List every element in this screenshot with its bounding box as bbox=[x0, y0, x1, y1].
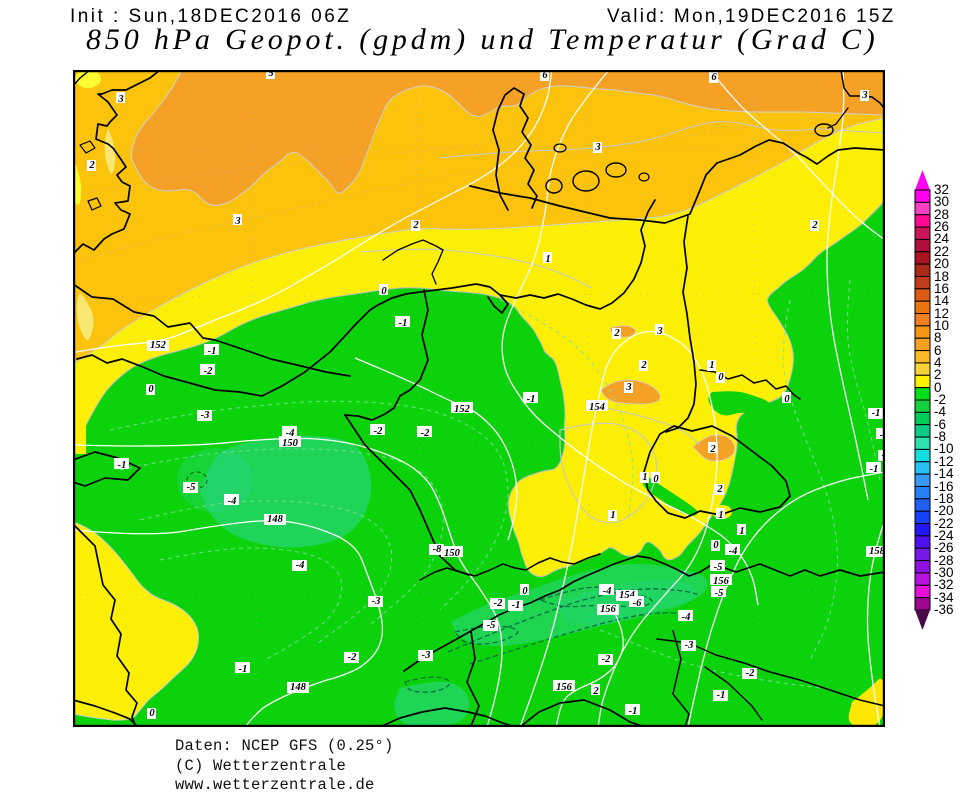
svg-text:-4: -4 bbox=[286, 428, 295, 439]
svg-text:1: 1 bbox=[642, 472, 647, 483]
svg-text:-1: -1 bbox=[872, 408, 881, 419]
svg-text:-4: -4 bbox=[228, 496, 237, 507]
svg-text:6: 6 bbox=[711, 72, 717, 83]
svg-text:6: 6 bbox=[542, 70, 548, 81]
svg-text:-1: -1 bbox=[399, 318, 408, 329]
svg-text:0: 0 bbox=[784, 394, 790, 405]
svg-text:-6: -6 bbox=[633, 598, 642, 609]
svg-text:158: 158 bbox=[869, 546, 885, 557]
svg-text:0: 0 bbox=[149, 708, 155, 719]
svg-text:1: 1 bbox=[709, 360, 714, 371]
svg-text:-1: -1 bbox=[118, 460, 127, 471]
svg-text:3: 3 bbox=[625, 382, 631, 393]
svg-text:-2: -2 bbox=[421, 428, 430, 439]
svg-text:-4: -4 bbox=[296, 560, 305, 571]
svg-text:-1: -1 bbox=[870, 464, 879, 475]
svg-text:-1: -1 bbox=[629, 706, 638, 717]
svg-text:156: 156 bbox=[600, 604, 617, 615]
svg-text:-2: -2 bbox=[374, 426, 383, 437]
svg-text:-5: -5 bbox=[714, 562, 723, 573]
svg-text:-3: -3 bbox=[372, 596, 381, 607]
svg-text:-4: -4 bbox=[729, 546, 738, 557]
svg-text:3: 3 bbox=[861, 90, 867, 101]
svg-text:-2: -2 bbox=[602, 654, 611, 665]
svg-text:-5: -5 bbox=[187, 482, 196, 493]
svg-text:3: 3 bbox=[117, 94, 123, 105]
svg-text:2: 2 bbox=[412, 220, 419, 231]
svg-text:150: 150 bbox=[282, 438, 299, 449]
svg-text:0: 0 bbox=[381, 286, 387, 297]
svg-text:-1: -1 bbox=[208, 346, 217, 357]
svg-text:156: 156 bbox=[713, 576, 730, 587]
svg-text:-1: -1 bbox=[527, 394, 536, 405]
svg-text:154: 154 bbox=[619, 590, 635, 601]
svg-text:-3: -3 bbox=[201, 410, 210, 421]
svg-text:-2: -2 bbox=[348, 652, 357, 663]
svg-text:0: 0 bbox=[522, 586, 528, 597]
svg-text:3: 3 bbox=[656, 326, 662, 337]
svg-text:2: 2 bbox=[88, 160, 95, 171]
svg-text:2: 2 bbox=[709, 444, 716, 455]
svg-text:0: 0 bbox=[718, 372, 724, 383]
svg-text:148: 148 bbox=[267, 514, 284, 525]
svg-text:2: 2 bbox=[640, 360, 647, 371]
svg-text:2: 2 bbox=[716, 484, 723, 495]
svg-text:-2: -2 bbox=[494, 598, 503, 609]
svg-text:-4: -4 bbox=[682, 612, 691, 623]
svg-text:1: 1 bbox=[545, 254, 550, 265]
svg-text:1: 1 bbox=[610, 510, 615, 521]
svg-text:1: 1 bbox=[718, 510, 723, 521]
svg-text:0: 0 bbox=[653, 474, 659, 485]
svg-text:152: 152 bbox=[150, 340, 167, 351]
svg-text:2: 2 bbox=[811, 220, 818, 231]
svg-text:148: 148 bbox=[290, 682, 307, 693]
svg-text:0: 0 bbox=[713, 540, 719, 551]
svg-text:-5: -5 bbox=[715, 588, 724, 599]
svg-text:-1: -1 bbox=[717, 690, 726, 701]
svg-text:-3: -3 bbox=[422, 650, 431, 661]
svg-text:1: 1 bbox=[739, 526, 744, 537]
svg-text:-3: -3 bbox=[685, 640, 694, 651]
svg-text:-1: -1 bbox=[512, 600, 521, 611]
svg-text:3: 3 bbox=[594, 142, 600, 153]
svg-text:0: 0 bbox=[148, 384, 154, 395]
svg-text:5: 5 bbox=[268, 70, 273, 79]
svg-text:3: 3 bbox=[234, 216, 240, 227]
svg-text:2: 2 bbox=[613, 328, 620, 339]
svg-text:-4: -4 bbox=[603, 586, 612, 597]
svg-text:156: 156 bbox=[556, 682, 573, 693]
svg-text:-8: -8 bbox=[433, 544, 442, 555]
svg-text:152: 152 bbox=[454, 404, 471, 415]
svg-text:-1: -1 bbox=[239, 664, 248, 675]
svg-text:-2: -2 bbox=[746, 668, 755, 679]
svg-text:154: 154 bbox=[589, 402, 605, 413]
svg-text:-2: -2 bbox=[204, 366, 213, 377]
svg-text:2: 2 bbox=[592, 686, 599, 697]
svg-text:150: 150 bbox=[444, 548, 461, 559]
svg-text:-5: -5 bbox=[487, 620, 496, 631]
